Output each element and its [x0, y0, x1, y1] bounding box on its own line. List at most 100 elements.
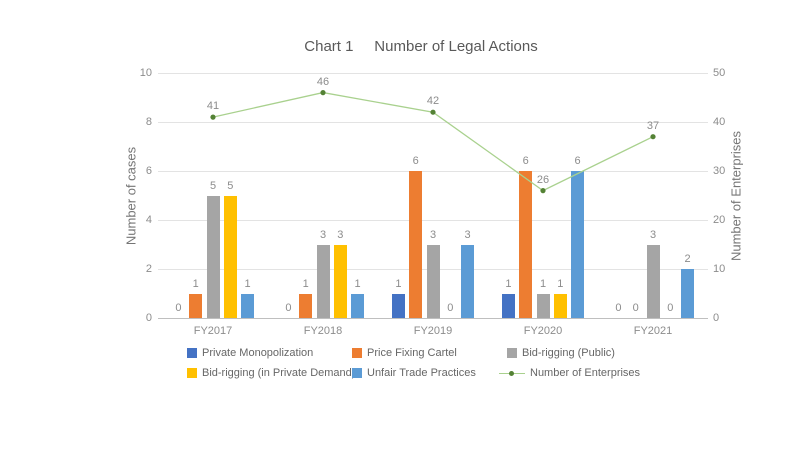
line-marker	[210, 114, 216, 120]
bar-value-label: 3	[649, 228, 657, 241]
bar-value-label: 3	[319, 228, 327, 241]
x-axis-label: FY2017	[193, 325, 233, 337]
bar	[351, 293, 365, 318]
line-value-label: 42	[426, 95, 440, 108]
line-value-label: 26	[536, 173, 550, 186]
legend-label: Private Monopolization	[202, 347, 314, 359]
bar-value-label: 2	[684, 253, 691, 265]
left-axis-tick-label: 6	[145, 165, 152, 177]
bar	[316, 244, 330, 318]
bar	[501, 293, 515, 318]
gridline	[158, 72, 708, 74]
line-marker	[650, 134, 656, 140]
legend-item: Bid-rigging (in Private Demand)	[187, 367, 355, 379]
line-marker	[320, 90, 326, 96]
bar-value-label: 0	[447, 302, 454, 314]
right-axis-tick-label: 0	[713, 312, 720, 324]
bar-value-label: 1	[557, 277, 564, 290]
bar-value-label: 1	[395, 277, 402, 290]
left-axis-tick-label: 2	[145, 263, 152, 275]
legend-swatch	[352, 368, 362, 378]
bar	[571, 171, 585, 318]
bar-value-label: 3	[464, 228, 471, 241]
legend-item: Private Monopolization	[187, 347, 313, 359]
left-axis-tick-label: 10	[139, 67, 152, 79]
bar-value-label: 6	[522, 155, 529, 167]
bar	[223, 195, 237, 318]
legend-swatch	[187, 348, 197, 358]
line-value-label: 37	[646, 119, 660, 132]
left-axis-tick-label: 4	[145, 214, 152, 226]
bar-value-label: 0	[667, 302, 674, 314]
bar	[409, 171, 423, 318]
gridline	[158, 170, 708, 172]
bar-value-label: 1	[302, 277, 309, 290]
x-axis-label: FY2018	[303, 325, 343, 337]
bar-value-label: 6	[574, 155, 581, 167]
bar	[426, 244, 440, 318]
chart-title: Chart 1 Number of Legal Actions	[304, 38, 538, 55]
line-value-label: 46	[316, 75, 330, 88]
x-axis-line	[158, 317, 708, 319]
bar-value-label: 0	[615, 302, 622, 314]
bar-value-label: 1	[539, 277, 547, 290]
right-axis-tick-label: 10	[713, 263, 726, 275]
bar-value-label: 1	[244, 277, 251, 290]
bar	[461, 244, 475, 318]
legend-swatch	[507, 348, 517, 358]
gridline	[158, 219, 708, 221]
bar-value-label: 3	[429, 228, 437, 241]
bar-value-label: 5	[209, 179, 217, 192]
right-axis-tick-label: 50	[713, 67, 726, 79]
bar	[646, 244, 660, 318]
legend-label: Price Fixing Cartel	[367, 347, 457, 359]
x-axis-label: FY2021	[633, 325, 673, 337]
bar-value-label: 0	[285, 302, 292, 314]
bar-value-label: 1	[505, 277, 512, 290]
x-axis-label: FY2020	[523, 325, 563, 337]
bar	[391, 293, 405, 318]
left-axis-title: Number of cases	[123, 146, 139, 246]
legend-marker-glyph	[509, 370, 514, 376]
legend-swatch	[352, 348, 362, 358]
legend-line-swatch	[499, 369, 525, 378]
legend-label: Bid-rigging (Public)	[522, 347, 615, 359]
bar	[681, 269, 695, 318]
bar	[299, 293, 313, 318]
enterprises-line-svg	[210, 90, 656, 194]
bar	[206, 195, 220, 318]
right-axis-tick-label: 20	[713, 214, 726, 226]
line-marker	[430, 109, 436, 115]
right-axis-tick-label: 30	[713, 165, 726, 177]
bar	[519, 171, 533, 318]
legend-item: Number of Enterprises	[499, 367, 640, 379]
plot-area: 0 0 1 1 0 1 1 6 6 0 5 3 3 1 3 5 3 0 1 0 1 1 3 6 2 41 46 42 26 37	[158, 72, 708, 319]
gridline	[158, 121, 708, 123]
legend-item: Price Fixing Cartel	[352, 347, 457, 359]
left-axis-tick-label: 0	[145, 312, 152, 324]
legend-item: Unfair Trade Practices	[352, 367, 476, 379]
legend-swatch	[187, 368, 197, 378]
bar-value-label: 5	[227, 179, 234, 192]
bar-value-label: 0	[175, 302, 182, 314]
legend-item: Bid-rigging (Public)	[507, 347, 615, 359]
bar	[553, 293, 567, 318]
bar	[333, 244, 347, 318]
bar-value-label: 0	[632, 302, 639, 314]
left-axis-tick-label: 8	[145, 116, 152, 128]
bar	[536, 293, 550, 318]
line-marker	[540, 188, 546, 194]
right-axis-title: Number of Enterprises	[728, 130, 744, 262]
bar-value-label: 3	[337, 228, 344, 241]
bar	[189, 293, 203, 318]
bar-value-label: 1	[192, 277, 199, 290]
line-value-label: 41	[206, 100, 220, 113]
bar-value-label: 1	[354, 277, 361, 290]
legend-label: Number of Enterprises	[530, 367, 641, 379]
x-axis-label: FY2019	[413, 325, 453, 337]
legend-label: Unfair Trade Practices	[367, 367, 476, 379]
legend-label: Bid-rigging (in Private Demand)	[202, 367, 356, 379]
bar	[241, 293, 255, 318]
right-axis-tick-label: 40	[713, 116, 726, 128]
